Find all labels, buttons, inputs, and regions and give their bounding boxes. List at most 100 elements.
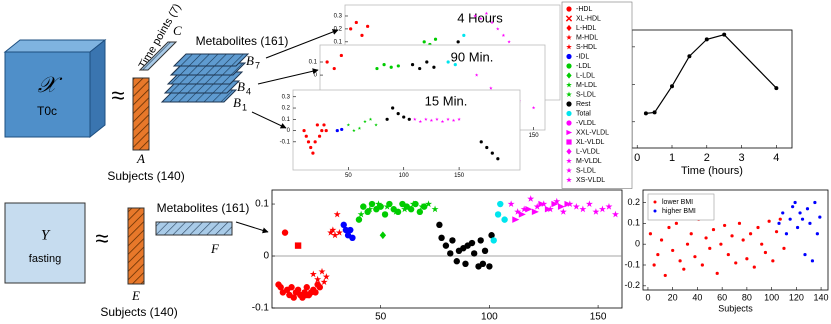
point: [410, 63, 415, 67]
plot-area: [292, 89, 521, 171]
point: [592, 208, 600, 215]
legend-label: S-HDL: [576, 44, 597, 51]
legend-label: higher BMI: [662, 208, 696, 215]
legend-marker: [566, 82, 572, 88]
point: [316, 284, 324, 291]
point: [355, 216, 363, 223]
point: [366, 24, 370, 28]
point: [320, 278, 328, 285]
y-tick-label: 0.1: [255, 199, 269, 210]
point: [741, 238, 745, 242]
point: [306, 140, 311, 144]
approx-sign: ≈: [111, 82, 124, 109]
point: [379, 231, 387, 240]
point: [818, 215, 822, 219]
point: [496, 27, 500, 31]
point: [429, 118, 434, 122]
point: [309, 270, 317, 278]
point: [488, 232, 495, 239]
metabolites-label: Metabolites (161): [157, 201, 250, 215]
point: [481, 247, 489, 255]
legend-label: M-LDL: [576, 82, 597, 89]
slice-letter: B: [246, 53, 254, 68]
point: [325, 60, 329, 64]
legend-marker: [566, 158, 572, 164]
slice-index: 4: [246, 86, 251, 96]
point: [368, 200, 376, 208]
metabolites-label: Metabolites (161): [196, 34, 289, 48]
point: [763, 250, 768, 255]
x-tick-label: 60: [717, 292, 727, 302]
point: [357, 210, 365, 218]
point: [357, 126, 362, 130]
point: [520, 205, 528, 213]
legend-label: -LDL: [576, 63, 591, 70]
point: [813, 200, 817, 205]
point: [805, 207, 810, 211]
point: [484, 11, 489, 15]
y-tick-label: 0.2: [334, 26, 343, 32]
point: [497, 200, 504, 208]
point: [479, 260, 487, 268]
point: [777, 221, 781, 225]
point: [564, 200, 572, 208]
point: [389, 65, 393, 69]
point: [396, 112, 400, 116]
point: [340, 127, 344, 132]
point: [462, 33, 466, 37]
point: [303, 291, 310, 299]
legend-label: Total: [576, 110, 591, 117]
legend-marker: [566, 148, 572, 155]
x-tick-label: 1: [669, 152, 675, 164]
point: [507, 200, 515, 208]
legend-marker: [566, 120, 572, 126]
y-tick-label: 0: [287, 128, 291, 134]
legend-label: -IDL: [576, 53, 589, 60]
point: [544, 206, 552, 213]
point: [470, 250, 478, 257]
point: [719, 242, 723, 246]
legend-label: lower BMI: [662, 199, 693, 206]
point: [671, 248, 675, 253]
x-axis-label: Subjects: [718, 303, 753, 313]
x-tick-label: 0: [634, 152, 640, 164]
point: [518, 211, 526, 218]
legend-marker: [566, 101, 572, 107]
point: [798, 211, 802, 215]
legend-marker: [566, 44, 572, 50]
x-tick-label: 50: [345, 173, 352, 179]
point: [479, 140, 483, 144]
legend-label: L-HDL: [576, 25, 596, 32]
point: [391, 106, 395, 110]
point: [322, 123, 326, 127]
point: [340, 221, 347, 229]
point: [715, 271, 719, 275]
x-tick-label: 150: [454, 173, 465, 179]
subjects-label: Subjects (140): [107, 169, 184, 183]
point: [335, 128, 339, 133]
legend-marker: [566, 53, 572, 60]
point: [449, 237, 456, 244]
legend-marker: [566, 167, 572, 173]
point: [315, 123, 319, 127]
x-axis-label: Time (hours): [681, 165, 743, 177]
point: [339, 53, 343, 58]
point: [730, 234, 734, 238]
point: [652, 110, 657, 115]
slice-letter: B: [233, 95, 241, 110]
point: [810, 259, 815, 263]
arrow: [235, 221, 269, 234]
panel-title: 90 Min.: [451, 49, 494, 64]
point: [815, 232, 819, 236]
point: [748, 232, 753, 236]
point: [525, 206, 533, 213]
point: [670, 84, 674, 89]
point: [312, 289, 319, 296]
x-tick-label: 140: [814, 292, 829, 302]
point: [381, 211, 389, 218]
point: [462, 260, 469, 268]
point: [352, 128, 356, 133]
point: [557, 203, 565, 210]
x-tick-label: 80: [742, 292, 752, 302]
